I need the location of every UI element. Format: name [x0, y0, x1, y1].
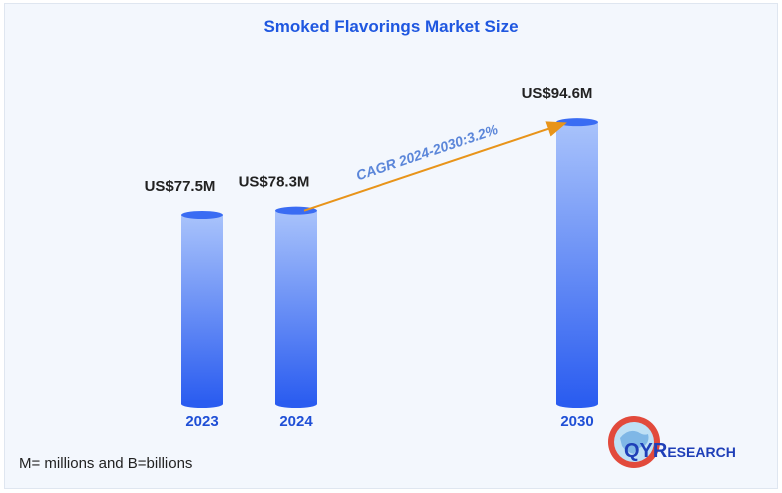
logo-letters-small: ESEARCH: [667, 444, 736, 460]
logo-letters-big: QYR: [624, 440, 668, 462]
units-footnote: M= millions and B=billions: [19, 455, 193, 472]
bar-cap-2023: [181, 211, 223, 219]
bar-2023: [181, 215, 223, 404]
chart-title: Smoked Flavorings Market Size: [263, 17, 519, 36]
value-label-2024: US$78.3M: [239, 174, 310, 191]
bar-2024: [275, 210, 317, 404]
bar-cap-2024: [275, 206, 317, 215]
chart-background: [4, 3, 778, 489]
value-label-2023: US$77.5M: [145, 178, 216, 195]
bar-base-2030: [556, 400, 598, 408]
bar-base-2023: [181, 400, 223, 408]
category-label-2030: 2030: [560, 413, 593, 430]
cagr-arrow: [303, 121, 567, 212]
bar-base-2024: [275, 400, 317, 408]
category-label-2024: 2024: [279, 413, 313, 430]
qyresearch-logo-globe-icon: [608, 416, 660, 468]
value-label-2030: US$94.6M: [522, 85, 593, 102]
qyresearch-logo-text: QYRESEARCH: [624, 440, 736, 463]
category-label-2023: 2023: [185, 413, 218, 430]
bar-2030: [556, 122, 598, 405]
